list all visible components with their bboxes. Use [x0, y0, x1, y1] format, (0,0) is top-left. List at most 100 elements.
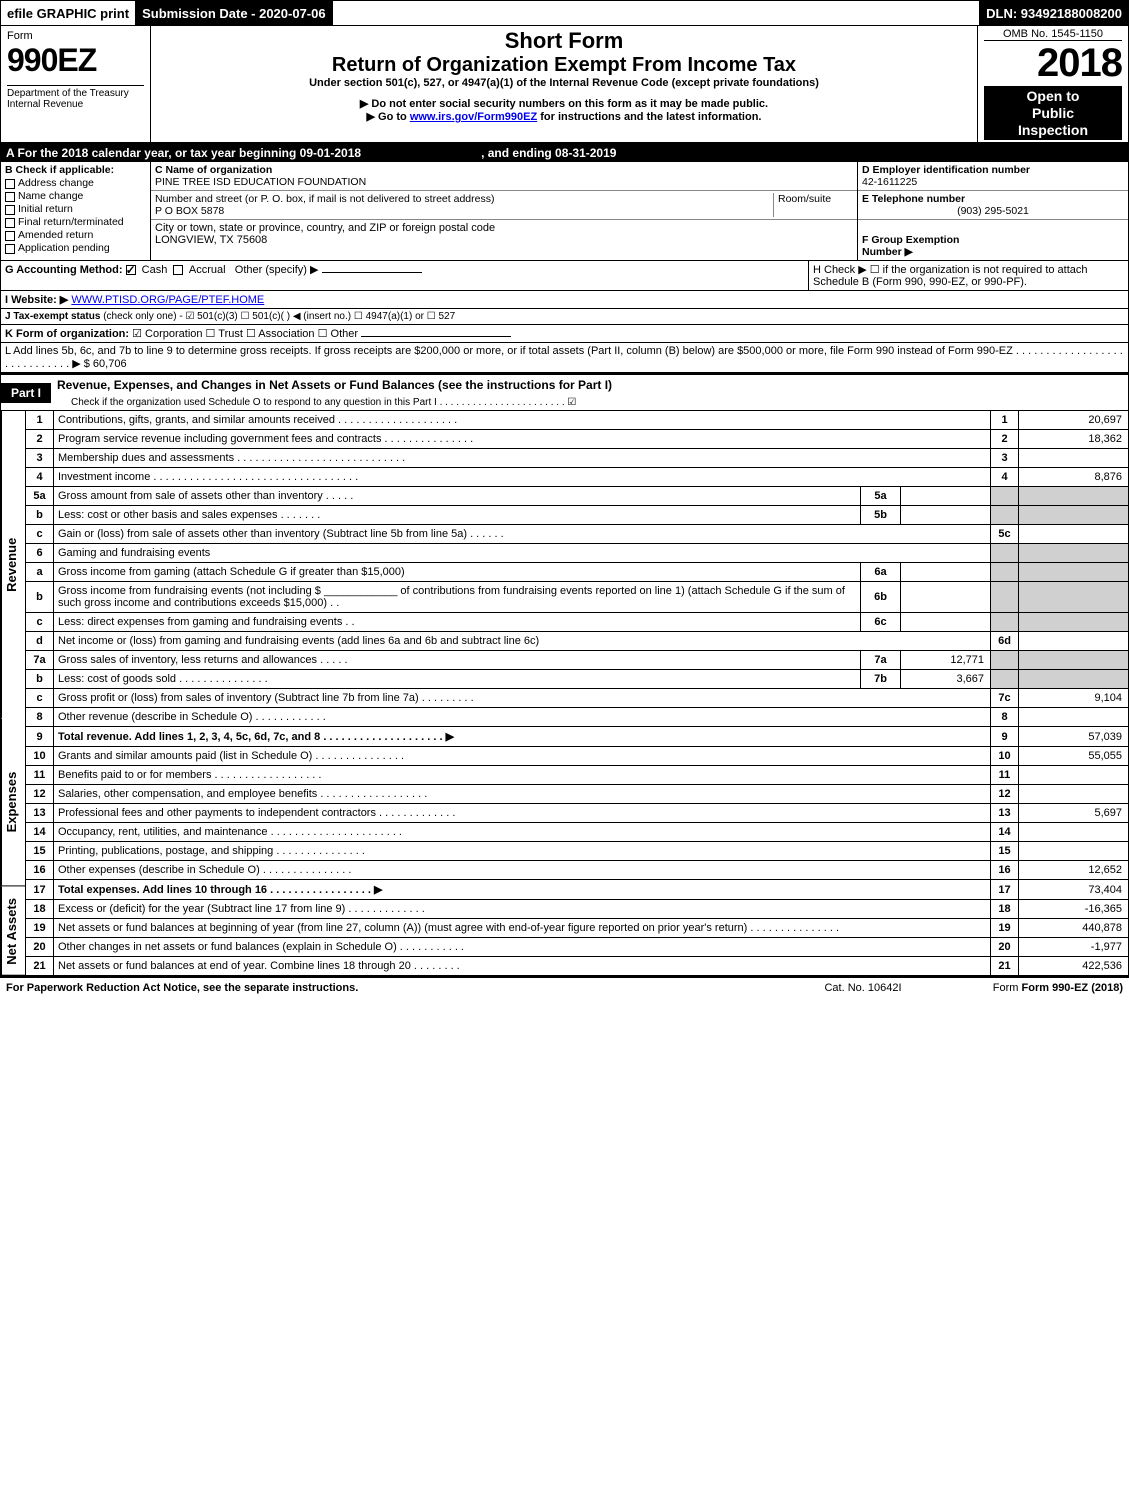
- ein: 42-1611225: [862, 176, 917, 188]
- line-b: bGross income from fundraising events (n…: [26, 582, 1129, 613]
- right-num: [991, 544, 1019, 563]
- line-desc: Less: cost of goods sold . . . . . . . .…: [54, 670, 861, 689]
- right-num: 2: [991, 430, 1019, 449]
- line-desc: Less: direct expenses from gaming and fu…: [54, 613, 861, 632]
- amount: [1019, 670, 1129, 689]
- amount: 12,652: [1019, 861, 1129, 880]
- amount: [1019, 613, 1129, 632]
- amount: [1019, 525, 1129, 544]
- k-other-input[interactable]: [361, 336, 511, 337]
- chk-accrual[interactable]: [173, 265, 183, 275]
- right-num: 8: [991, 708, 1019, 727]
- line-desc: Professional fees and other payments to …: [54, 804, 991, 823]
- amount: 5,697: [1019, 804, 1129, 823]
- amount: 440,878: [1019, 919, 1129, 938]
- row-j: J Tax-exempt status (check only one) - ☑…: [0, 309, 1129, 325]
- chk-initial-return[interactable]: Initial return: [5, 203, 146, 215]
- line-desc: Program service revenue including govern…: [54, 430, 991, 449]
- omb-number: OMB No. 1545-1150: [984, 28, 1122, 41]
- chk-pending[interactable]: Application pending: [5, 242, 146, 254]
- part1-body: Revenue Expenses Net Assets 1Contributio…: [0, 411, 1129, 976]
- line-20: 20Other changes in net assets or fund ba…: [26, 938, 1129, 957]
- line-num: 3: [26, 449, 54, 468]
- line-c: cGross profit or (loss) from sales of in…: [26, 689, 1129, 708]
- line-num: 21: [26, 957, 54, 976]
- side-expenses: Expenses: [1, 718, 25, 886]
- line-num: a: [26, 563, 54, 582]
- line-num: 19: [26, 919, 54, 938]
- line-8: 8Other revenue (describe in Schedule O) …: [26, 708, 1129, 727]
- form-label: Form: [7, 30, 144, 42]
- line-num: 18: [26, 900, 54, 919]
- addr-label: Number and street (or P. O. box, if mail…: [155, 193, 494, 205]
- line-6: 6Gaming and fundraising events: [26, 544, 1129, 563]
- mid-label: 6c: [861, 613, 901, 632]
- amount: 55,055: [1019, 747, 1129, 766]
- amount: [1019, 842, 1129, 861]
- amount: [1019, 651, 1129, 670]
- chk-cash[interactable]: [126, 265, 136, 275]
- part1-label: Part I: [1, 383, 51, 403]
- period-bar: A For the 2018 calendar year, or tax yea…: [0, 144, 1129, 162]
- line-desc: Occupancy, rent, utilities, and maintena…: [54, 823, 991, 842]
- line-12: 12Salaries, other compensation, and empl…: [26, 785, 1129, 804]
- line-c: cLess: direct expenses from gaming and f…: [26, 613, 1129, 632]
- part1-title: Revenue, Expenses, and Changes in Net As…: [51, 375, 1128, 395]
- line-desc: Gross income from fundraising events (no…: [54, 582, 861, 613]
- line-desc: Other revenue (describe in Schedule O) .…: [54, 708, 991, 727]
- form-number: 990EZ: [7, 42, 144, 79]
- ssn-warning: ▶ Do not enter social security numbers o…: [157, 97, 971, 110]
- line-num: 15: [26, 842, 54, 861]
- chk-amended[interactable]: Amended return: [5, 229, 146, 241]
- line-16: 16Other expenses (describe in Schedule O…: [26, 861, 1129, 880]
- chk-address-change[interactable]: Address change: [5, 177, 146, 189]
- section-def: D Employer identification number 42-1611…: [858, 162, 1128, 260]
- line-7a: 7aGross sales of inventory, less returns…: [26, 651, 1129, 670]
- i-label: I Website: ▶: [5, 294, 68, 306]
- goto-line: ▶ Go to www.irs.gov/Form990EZ for instru…: [157, 110, 971, 123]
- line-desc: Net assets or fund balances at end of ye…: [54, 957, 991, 976]
- mid-value: 3,667: [901, 670, 991, 689]
- chk-name-change[interactable]: Name change: [5, 190, 146, 202]
- other-specify-input[interactable]: [322, 272, 422, 273]
- line-3: 3Membership dues and assessments . . . .…: [26, 449, 1129, 468]
- part1-check-line: Check if the organization used Schedule …: [51, 395, 1128, 410]
- right-num: [991, 563, 1019, 582]
- mid-label: 6a: [861, 563, 901, 582]
- line-desc: Gain or (loss) from sale of assets other…: [54, 525, 991, 544]
- mid-value: [901, 487, 991, 506]
- side-revenue: Revenue: [1, 411, 25, 718]
- irs-link[interactable]: www.irs.gov/Form990EZ: [410, 111, 537, 123]
- right-num: [991, 506, 1019, 525]
- line-num: c: [26, 613, 54, 632]
- mid-label: 7b: [861, 670, 901, 689]
- line-b: bLess: cost or other basis and sales exp…: [26, 506, 1129, 525]
- right-num: 16: [991, 861, 1019, 880]
- website-link[interactable]: WWW.PTISD.ORG/PAGE/PTEF.HOME: [71, 294, 264, 306]
- line-desc: Gross amount from sale of assets other t…: [54, 487, 861, 506]
- line-num: 11: [26, 766, 54, 785]
- line-num: 7a: [26, 651, 54, 670]
- goto-post: for instructions and the latest informat…: [537, 111, 761, 123]
- right-num: 14: [991, 823, 1019, 842]
- line-num: 9: [26, 727, 54, 747]
- side-netassets: Net Assets: [1, 887, 25, 976]
- mid-label: 5b: [861, 506, 901, 525]
- right-num: 18: [991, 900, 1019, 919]
- right-num: [991, 670, 1019, 689]
- line-num: 8: [26, 708, 54, 727]
- part1-header: Part I Revenue, Expenses, and Changes in…: [0, 374, 1129, 411]
- line-desc: Other changes in net assets or fund bala…: [54, 938, 991, 957]
- amount: [1019, 487, 1129, 506]
- line-desc: Salaries, other compensation, and employ…: [54, 785, 991, 804]
- line-desc: Gross income from gaming (attach Schedul…: [54, 563, 861, 582]
- footer-mid: Cat. No. 10642I: [763, 982, 963, 994]
- row-gh: G Accounting Method: Cash Accrual Other …: [0, 261, 1129, 291]
- chk-final-return[interactable]: Final return/terminated: [5, 216, 146, 228]
- line-h: H Check ▶ ☐ if the organization is not r…: [808, 261, 1128, 290]
- j-options: (check only one) - ☑ 501(c)(3) ☐ 501(c)(…: [103, 311, 455, 322]
- footer-left: For Paperwork Reduction Act Notice, see …: [6, 982, 763, 994]
- right-num: 1: [991, 411, 1019, 430]
- amount: 422,536: [1019, 957, 1129, 976]
- mid-value: [901, 506, 991, 525]
